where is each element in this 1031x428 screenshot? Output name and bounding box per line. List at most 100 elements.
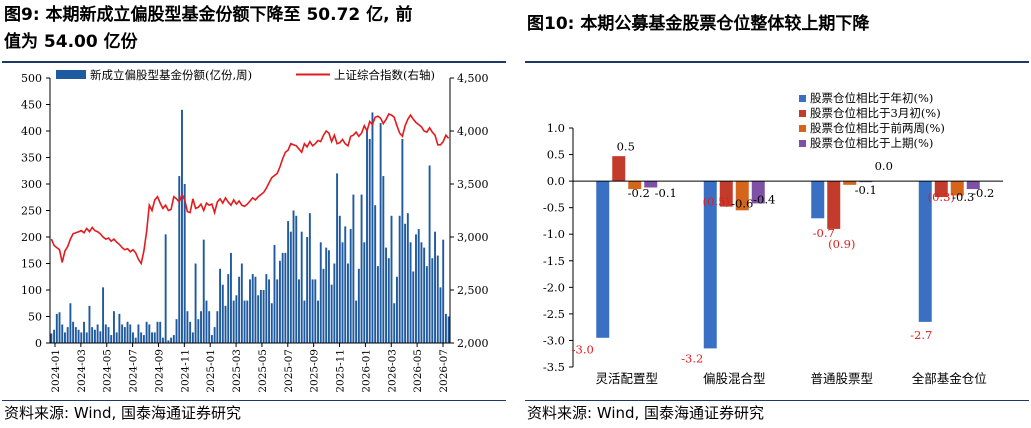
category-label: 全部基金仓位 bbox=[912, 371, 987, 386]
stock-position-chart: 1.0 0.5 0.0 -0.5 -1.0 -1.5 -2.0 -2.5 -3.0 -3.5 灵活配… bbox=[543, 91, 1003, 386]
fund-share-bar bbox=[390, 215, 393, 343]
y-right-tick-label: 4,000 bbox=[457, 125, 489, 138]
legend-label: 股票仓位相比于年初(%) bbox=[810, 91, 933, 105]
y-right-tick-label: 2,000 bbox=[457, 337, 489, 350]
y-tick-label: 1.0 bbox=[547, 121, 565, 135]
data-label: -0.2 bbox=[972, 186, 994, 200]
fund-share-bar bbox=[227, 274, 230, 343]
fund-share-bar bbox=[148, 324, 151, 343]
y-tick-label: 0.5 bbox=[547, 148, 565, 162]
y-left-tick-label: 50 bbox=[28, 311, 42, 324]
y-left-tick-label: 500 bbox=[21, 72, 42, 85]
fund-share-bar bbox=[417, 229, 420, 343]
fund-share-bar bbox=[439, 287, 442, 343]
y-tick-label: -2.5 bbox=[543, 307, 565, 321]
x-tick-label: 2026-07 bbox=[438, 349, 450, 393]
fund-share-bar bbox=[249, 279, 251, 343]
data-label: -0.6 bbox=[731, 196, 753, 210]
fund-share-bar bbox=[292, 210, 295, 343]
fund-share-bar bbox=[401, 138, 404, 343]
fund-share-bar bbox=[202, 239, 205, 343]
fund-share-bar bbox=[53, 329, 56, 343]
fund-share-bar bbox=[415, 234, 417, 343]
figure-9-bottom-rule bbox=[2, 400, 506, 401]
fund-share-bar bbox=[311, 279, 314, 343]
figure-10-top-rule bbox=[525, 61, 1029, 63]
fund-share-bar bbox=[118, 313, 121, 343]
fund-share-bar bbox=[395, 276, 398, 343]
fund-share-bar bbox=[208, 311, 211, 343]
x-tick-label: 2024-05 bbox=[102, 349, 114, 393]
y-right-tick-label: 2,500 bbox=[457, 284, 489, 297]
fund-share-bar bbox=[352, 194, 355, 343]
fund-share-bar bbox=[257, 295, 260, 343]
legend-swatch-bars bbox=[56, 70, 86, 79]
data-label: -3.0 bbox=[572, 342, 594, 356]
fund-share-bar bbox=[210, 335, 213, 343]
position-bar bbox=[628, 181, 642, 190]
x-tick-label: 2025-03 bbox=[231, 349, 243, 393]
x-tick-label: 2024-01 bbox=[50, 349, 62, 393]
fund-share-bar bbox=[428, 165, 431, 343]
legend-swatch bbox=[799, 125, 806, 132]
fund-share-bar bbox=[425, 266, 428, 343]
fund-share-bar bbox=[423, 247, 426, 343]
category-label: 普通股票型 bbox=[810, 371, 873, 386]
fund-share-bar bbox=[224, 305, 227, 343]
x-tick-label: 2024-07 bbox=[128, 349, 140, 393]
legend-label: 股票仓位相比于上期(%) bbox=[810, 136, 933, 150]
y-left-tick-label: 350 bbox=[21, 152, 42, 165]
fund-share-bar bbox=[303, 300, 306, 343]
y-tick-label: -1.5 bbox=[543, 254, 565, 268]
figure-10-title: 图10: 本期公募基金股票仓位整体较上期下降 bbox=[527, 14, 870, 34]
fund-share-bar bbox=[371, 112, 374, 343]
fund-share-bar bbox=[232, 300, 235, 343]
y-tick-label: -2.0 bbox=[543, 280, 565, 294]
category-label: 偏股混合型 bbox=[703, 371, 766, 386]
fund-share-bar bbox=[189, 321, 192, 343]
fund-share-bar bbox=[238, 276, 241, 343]
fund-share-bar bbox=[289, 231, 292, 343]
x-tick-label: 2024-09 bbox=[153, 349, 165, 393]
fund-share-bar bbox=[368, 138, 371, 343]
figure-9-title-line2: 值为 54.00 亿份 bbox=[4, 32, 138, 52]
fund-share-bar bbox=[447, 316, 450, 343]
fund-share-bar bbox=[436, 255, 439, 343]
fund-share-bar bbox=[213, 327, 216, 343]
fund-share-bar bbox=[83, 321, 85, 343]
y-left-tick-label: 0 bbox=[35, 337, 42, 350]
fund-share-bar bbox=[55, 313, 58, 343]
fund-share-bar bbox=[379, 123, 382, 343]
fund-share-bar bbox=[69, 303, 72, 343]
y-left-tick-label: 450 bbox=[21, 99, 42, 112]
fund-share-bar bbox=[107, 327, 110, 343]
fund-share-bar bbox=[246, 300, 249, 343]
y-left-tick-label: 150 bbox=[21, 258, 42, 271]
fund-share-bar bbox=[99, 331, 102, 343]
fund-share-bar bbox=[61, 324, 64, 343]
fund-share-bar bbox=[254, 276, 257, 343]
data-label: -0.3 bbox=[952, 190, 974, 204]
fund-share-bar bbox=[137, 324, 140, 343]
fund-share-bar bbox=[360, 194, 363, 343]
legend-label-line: 上证综合指数(右轴) bbox=[334, 68, 435, 82]
fund-share-bar bbox=[161, 337, 164, 343]
fund-share-bar bbox=[197, 319, 200, 343]
fund-share-bar bbox=[230, 252, 232, 343]
fund-share-bar bbox=[366, 131, 368, 343]
fund-share-index-chart: 0 50 100 150 200 250 300 350 400 450 500 2,000 2,500… bbox=[21, 68, 489, 393]
data-label: (0.5) bbox=[703, 194, 730, 208]
data-label: -0.1 bbox=[855, 183, 877, 197]
fund-share-bar bbox=[322, 268, 325, 343]
data-label: -2.7 bbox=[910, 328, 932, 342]
y-tick-label: -3.0 bbox=[543, 333, 565, 347]
fund-share-bar bbox=[298, 279, 300, 343]
figure-9-title-line1: 图9: 本期新成立偏股型基金份额下降至 50.72 亿, 前 bbox=[4, 5, 413, 25]
y-left-tick-label: 200 bbox=[21, 231, 42, 244]
figure-9-source: 资料来源: Wind, 国泰海通证券研究 bbox=[4, 404, 242, 422]
figure-9-panel: 图9: 本期新成立偏股型基金份额下降至 50.72 亿, 前 值为 54.00 … bbox=[0, 0, 508, 428]
data-label: -0.1 bbox=[655, 186, 677, 200]
legend-swatch bbox=[799, 140, 806, 147]
position-bar bbox=[918, 181, 932, 322]
y-left-tick-label: 400 bbox=[21, 125, 42, 138]
